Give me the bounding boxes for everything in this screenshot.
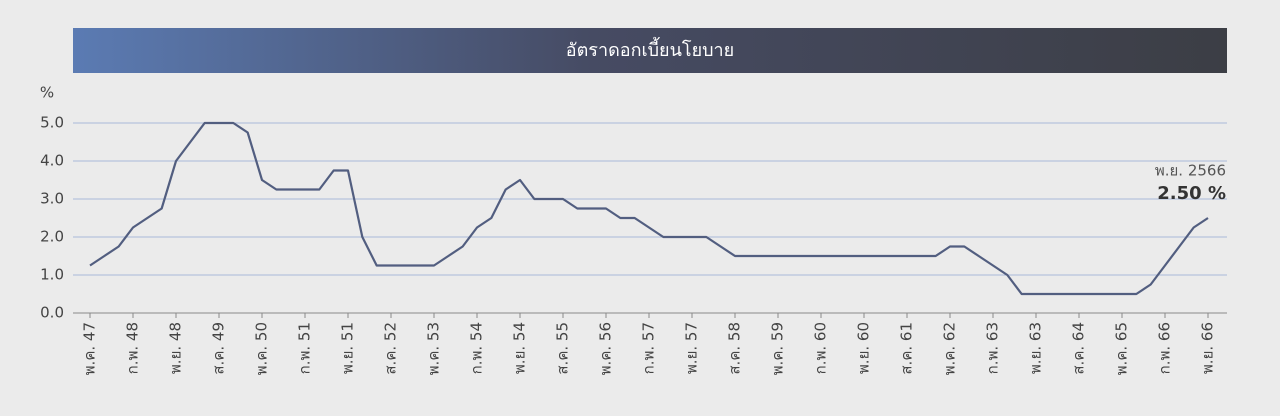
x-tick-label: ก.พ. 57 xyxy=(640,322,658,374)
x-tick-label: พ.ค. 53 xyxy=(425,322,443,375)
x-tick-label: พ.ย. 48 xyxy=(167,322,185,374)
y-tick-label: 5.0 xyxy=(40,114,64,132)
title-bar xyxy=(73,28,1227,73)
x-tick-label: พ.ย. 51 xyxy=(339,322,357,374)
x-tick-label: พ.ค. 62 xyxy=(941,322,959,375)
x-tick-label: ก.พ. 51 xyxy=(296,322,314,374)
x-tick-label: ก.พ. 66 xyxy=(1156,322,1174,374)
y-tick-label: 2.0 xyxy=(40,228,64,246)
x-tick-label: พ.ค. 47 xyxy=(81,322,99,375)
chart-title: อัตราดอกเบี้ยนโยบาย xyxy=(566,37,734,61)
line xyxy=(89,121,1209,296)
x-tick-label: ส.ค. 55 xyxy=(554,322,572,375)
x-tick-label: ก.พ. 54 xyxy=(468,322,486,374)
y-tick-label: 4.0 xyxy=(40,152,64,170)
x-tick-label: ก.พ. 63 xyxy=(984,322,1002,374)
x-tick-label: พ.ค. 59 xyxy=(769,322,787,375)
x-tick-label: ส.ค. 49 xyxy=(210,322,228,375)
x-tick-label: พ.ย. 57 xyxy=(683,322,701,374)
y-axis-label: % xyxy=(40,84,54,102)
y-tick-label: 0.0 xyxy=(40,304,64,322)
x-tick-label: ก.พ. 60 xyxy=(812,322,830,374)
value-label: 2.50 % xyxy=(1157,183,1226,204)
annotation: พ.ย. 2566 xyxy=(1155,162,1226,180)
x-tick-label: พ.ค. 65 xyxy=(1113,322,1131,375)
x-tick-label: พ.ย. 54 xyxy=(511,322,529,374)
y-tick-label: 1.0 xyxy=(40,266,64,284)
x-tick-label: พ.ย. 63 xyxy=(1027,322,1045,374)
x-tick-label: ส.ค. 64 xyxy=(1070,322,1088,375)
x-tick-label: พ.ค. 56 xyxy=(597,322,615,375)
x-tick-label: ส.ค. 61 xyxy=(898,322,916,375)
x-tick-label: ส.ค. 58 xyxy=(726,322,744,375)
x-tick-label: พ.ย. 60 xyxy=(855,322,873,374)
y-tick-label: 3.0 xyxy=(40,190,64,208)
x-tick-label: ส.ค. 52 xyxy=(382,322,400,375)
x-tick-label: ก.พ. 48 xyxy=(124,322,142,374)
x-tick-label: พ.ค. 50 xyxy=(253,322,271,375)
x-tick-label: พ.ย. 66 xyxy=(1199,322,1217,374)
